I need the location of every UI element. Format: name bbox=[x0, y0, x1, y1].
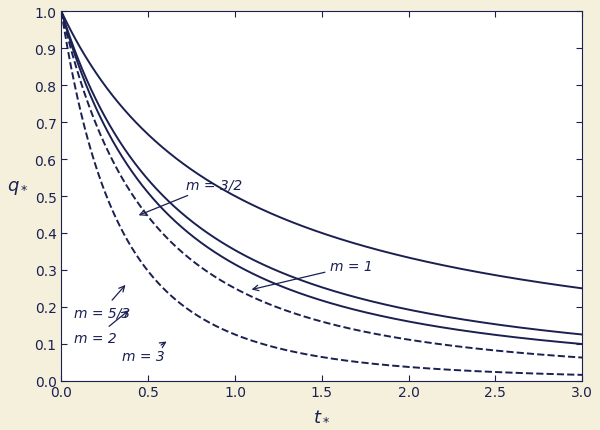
Text: m = 3/2: m = 3/2 bbox=[140, 178, 242, 216]
Y-axis label: $q_*$: $q_*$ bbox=[7, 178, 29, 197]
Text: m = 5/3: m = 5/3 bbox=[74, 286, 130, 319]
X-axis label: $t_*$: $t_*$ bbox=[313, 405, 331, 423]
Text: m = 1: m = 1 bbox=[253, 259, 373, 291]
Text: m = 3: m = 3 bbox=[122, 342, 166, 363]
Text: m = 2: m = 2 bbox=[74, 312, 128, 345]
